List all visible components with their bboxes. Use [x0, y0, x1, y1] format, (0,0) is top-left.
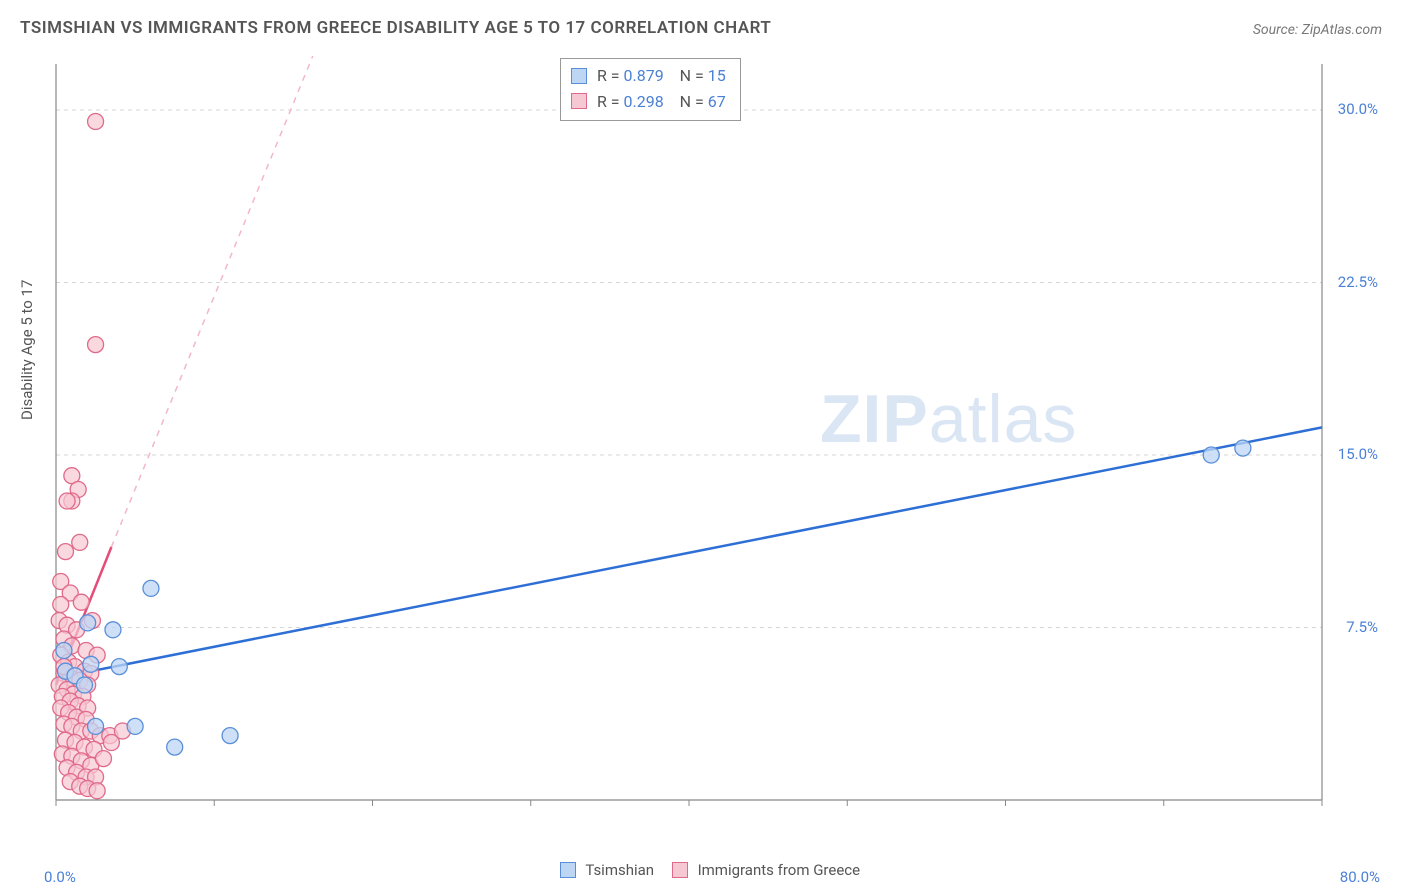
- source-label: Source: ZipAtlas.com: [1253, 22, 1382, 38]
- legend-swatch-a: [560, 862, 576, 878]
- stat-r-label-2: R =: [597, 92, 620, 111]
- y-tick-label: 15.0%: [1338, 445, 1378, 463]
- stat-r-label: R =: [597, 66, 620, 85]
- y-axis-label: Disability Age 5 to 17: [18, 280, 36, 420]
- legend-label-a: Tsimshian: [585, 861, 654, 879]
- legend-swatch-b: [672, 862, 688, 878]
- stats-legend: R = 0.879 N = 15 R = 0.298 N = 67: [560, 58, 741, 121]
- stat-r-a: 0.879: [624, 66, 664, 85]
- y-tick-label: 7.5%: [1346, 618, 1378, 636]
- stat-n-b: 67: [708, 92, 726, 111]
- swatch-b: [571, 93, 587, 109]
- bottom-legend: Tsimshian Immigrants from Greece: [0, 861, 1406, 880]
- y-tick-label: 30.0%: [1338, 100, 1378, 118]
- chart-svg: [48, 56, 1378, 836]
- plot-area: [48, 56, 1378, 836]
- chart-title: TSIMSHIAN VS IMMIGRANTS FROM GREECE DISA…: [20, 18, 771, 38]
- stat-n-label-2: N =: [680, 92, 704, 111]
- stat-n-a: 15: [708, 66, 726, 85]
- swatch-a: [571, 68, 587, 84]
- stat-r-b: 0.298: [624, 92, 664, 111]
- y-tick-label: 22.5%: [1338, 273, 1378, 291]
- stat-n-label: N =: [680, 66, 704, 85]
- stats-row-b: R = 0.298 N = 67: [571, 89, 726, 115]
- legend-label-b: Immigrants from Greece: [698, 861, 861, 879]
- stats-row-a: R = 0.879 N = 15: [571, 63, 726, 89]
